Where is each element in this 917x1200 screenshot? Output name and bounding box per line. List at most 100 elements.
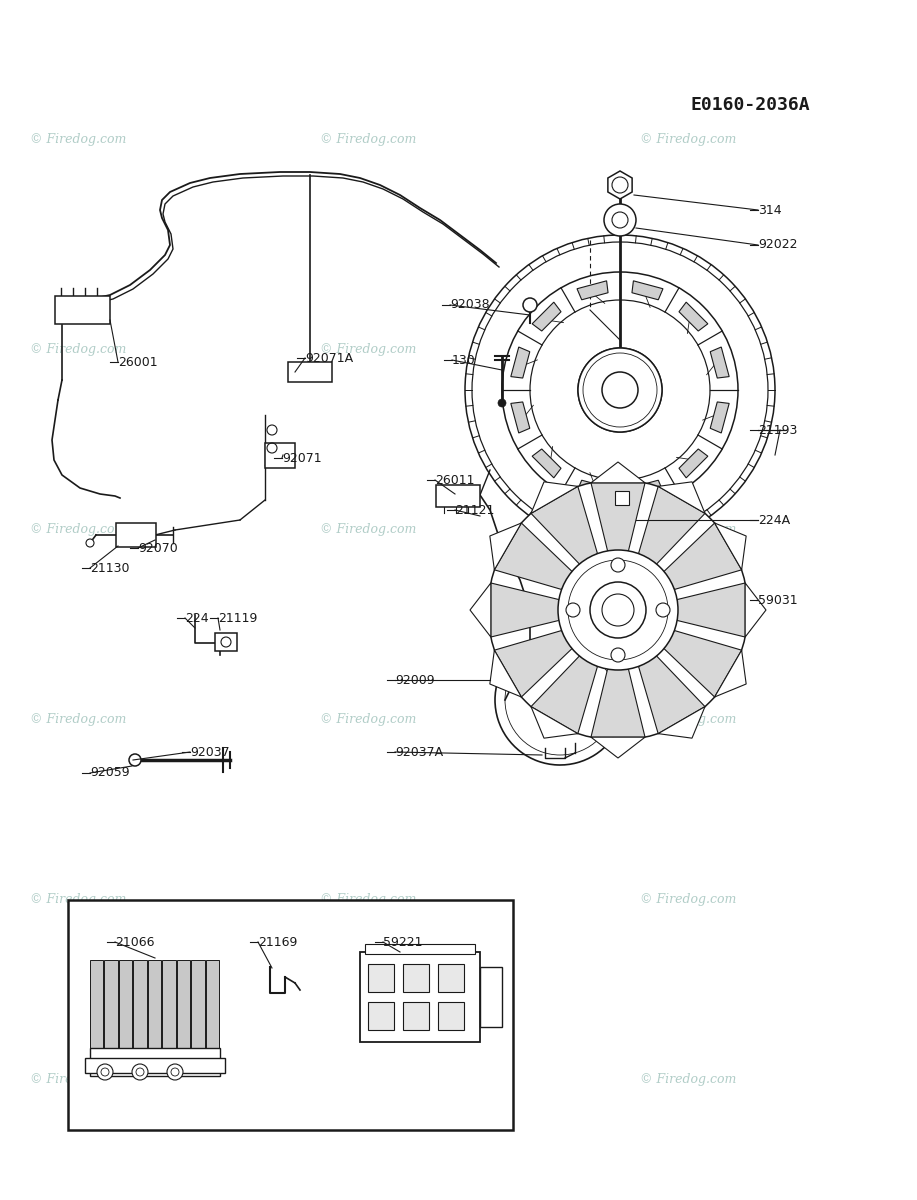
Bar xyxy=(436,485,480,506)
Polygon shape xyxy=(714,650,746,697)
Bar xyxy=(403,1002,429,1030)
Text: © Firedog.com: © Firedog.com xyxy=(640,714,736,726)
Text: © Firedog.com: © Firedog.com xyxy=(30,343,127,356)
Bar xyxy=(438,964,464,992)
Bar xyxy=(265,443,295,468)
Circle shape xyxy=(602,372,638,408)
Bar xyxy=(480,967,502,1027)
Circle shape xyxy=(86,539,94,547)
Polygon shape xyxy=(494,630,572,697)
Bar xyxy=(615,491,629,505)
Polygon shape xyxy=(531,707,578,738)
Polygon shape xyxy=(494,523,572,589)
Bar xyxy=(438,1002,464,1030)
Circle shape xyxy=(578,348,662,432)
Circle shape xyxy=(132,1064,148,1080)
Text: © Firedog.com: © Firedog.com xyxy=(640,343,736,356)
Polygon shape xyxy=(470,583,491,637)
Polygon shape xyxy=(531,482,578,514)
Text: © Firedog.com: © Firedog.com xyxy=(640,523,736,536)
Polygon shape xyxy=(638,486,705,564)
Circle shape xyxy=(604,204,636,236)
Text: 21130: 21130 xyxy=(90,562,129,575)
Text: 92022: 92022 xyxy=(758,239,798,252)
Circle shape xyxy=(578,348,662,432)
Circle shape xyxy=(611,558,625,572)
Polygon shape xyxy=(608,170,632,199)
Text: 26001: 26001 xyxy=(118,355,158,368)
Text: © Firedog.com: © Firedog.com xyxy=(320,523,416,536)
Polygon shape xyxy=(710,402,729,433)
Polygon shape xyxy=(511,402,530,433)
Bar xyxy=(288,362,332,382)
Polygon shape xyxy=(531,486,598,564)
Text: 92071A: 92071A xyxy=(305,352,353,365)
Polygon shape xyxy=(591,737,645,758)
Bar xyxy=(90,1048,220,1076)
Polygon shape xyxy=(746,583,766,637)
Polygon shape xyxy=(532,302,561,331)
Text: 21119: 21119 xyxy=(218,612,258,624)
Circle shape xyxy=(465,235,775,545)
Bar xyxy=(119,960,132,1050)
Circle shape xyxy=(566,602,580,617)
Text: © Firedog.com: © Firedog.com xyxy=(640,133,736,146)
Bar xyxy=(205,960,219,1050)
Polygon shape xyxy=(658,482,705,514)
Text: 314: 314 xyxy=(758,204,781,216)
Polygon shape xyxy=(591,462,645,482)
Polygon shape xyxy=(638,656,705,733)
Text: 21066: 21066 xyxy=(115,936,154,948)
Text: 26011: 26011 xyxy=(435,474,474,486)
Circle shape xyxy=(129,754,141,766)
Polygon shape xyxy=(658,707,705,738)
Bar xyxy=(105,960,118,1050)
Text: 224A: 224A xyxy=(758,514,790,527)
Text: 92038: 92038 xyxy=(450,299,490,312)
Polygon shape xyxy=(679,449,708,478)
Polygon shape xyxy=(490,523,522,570)
Bar xyxy=(162,960,176,1050)
Polygon shape xyxy=(591,482,645,551)
Text: © Firedog.com: © Firedog.com xyxy=(30,714,127,726)
Bar xyxy=(403,964,429,992)
Text: 92037A: 92037A xyxy=(395,745,443,758)
Polygon shape xyxy=(591,670,645,737)
Bar xyxy=(368,1002,394,1030)
Polygon shape xyxy=(490,650,522,697)
Bar xyxy=(177,960,190,1050)
Polygon shape xyxy=(532,449,561,478)
Text: 92009: 92009 xyxy=(395,673,435,686)
Circle shape xyxy=(488,480,748,740)
Polygon shape xyxy=(677,583,746,637)
Text: 224: 224 xyxy=(185,612,209,624)
Text: 21169: 21169 xyxy=(258,936,297,948)
Text: 92037: 92037 xyxy=(190,745,229,758)
Bar xyxy=(55,296,110,324)
Polygon shape xyxy=(664,630,742,697)
Circle shape xyxy=(590,582,646,638)
Polygon shape xyxy=(664,523,742,589)
Text: © Firedog.com: © Firedog.com xyxy=(30,133,127,146)
Bar xyxy=(116,523,156,547)
Bar xyxy=(133,960,147,1050)
Bar xyxy=(365,944,475,954)
Circle shape xyxy=(502,272,738,508)
Text: 21121: 21121 xyxy=(455,504,494,516)
Text: 92059: 92059 xyxy=(90,767,129,780)
Text: E0160-2036A: E0160-2036A xyxy=(691,96,810,114)
Text: 92070: 92070 xyxy=(138,541,178,554)
Text: © Firedog.com: © Firedog.com xyxy=(320,714,416,726)
Polygon shape xyxy=(511,347,530,378)
Text: © Firedog.com: © Firedog.com xyxy=(320,894,416,906)
Text: 59221: 59221 xyxy=(383,936,423,948)
Bar xyxy=(360,952,480,1042)
Text: © Firedog.com: © Firedog.com xyxy=(320,343,416,356)
Bar xyxy=(191,960,204,1050)
Polygon shape xyxy=(491,583,559,637)
Bar xyxy=(90,960,104,1050)
Circle shape xyxy=(558,550,678,670)
Circle shape xyxy=(602,372,638,408)
Circle shape xyxy=(221,637,231,647)
Bar xyxy=(215,634,237,650)
